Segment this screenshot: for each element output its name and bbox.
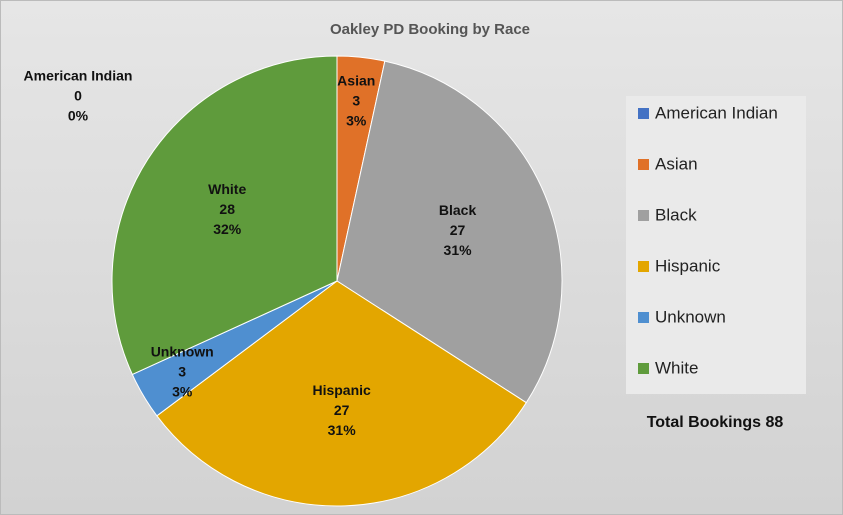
legend-label: White: [655, 358, 698, 377]
legend-label: Asian: [655, 154, 698, 173]
legend-label: Hispanic: [655, 256, 721, 275]
legend-label: Unknown: [655, 307, 726, 326]
data-label-value: 3: [178, 364, 186, 380]
data-label-name: White: [208, 181, 246, 197]
data-label-percent: 31%: [328, 422, 357, 438]
pie-slice: [156, 280, 527, 507]
legend-swatch: [638, 108, 649, 119]
data-label-percent: 31%: [444, 242, 473, 258]
legend-swatch: [638, 363, 649, 374]
legend-swatch: [638, 312, 649, 323]
data-label-value: 28: [219, 201, 235, 217]
legend-swatch: [638, 210, 649, 221]
data-label-percent: 0%: [68, 108, 89, 124]
data-label-percent: 3%: [346, 113, 367, 129]
data-label-value: 27: [450, 222, 466, 238]
data-label-name: Asian: [337, 73, 375, 89]
chart-title: Oakley PD Booking by Race: [330, 21, 530, 38]
legend-swatch: [638, 261, 649, 272]
data-label-percent: 32%: [213, 221, 242, 237]
data-label-value: 27: [334, 402, 350, 418]
pie-slice: [336, 60, 563, 404]
data-label-value: 0: [74, 88, 82, 104]
pie-slice: [111, 55, 338, 376]
data-label-value: 3: [352, 93, 360, 109]
legend-label: Black: [655, 205, 697, 224]
legend-box: [626, 96, 806, 394]
annotation: Total Bookings 88: [647, 414, 784, 431]
data-label-name: Hispanic: [312, 382, 371, 398]
data-label-name: American Indian: [24, 68, 133, 84]
data-label-percent: 3%: [172, 384, 193, 400]
data-label-name: Unknown: [151, 344, 214, 360]
data-label-name: Black: [439, 202, 477, 218]
legend-swatch: [638, 159, 649, 170]
legend-label: American Indian: [655, 103, 778, 122]
